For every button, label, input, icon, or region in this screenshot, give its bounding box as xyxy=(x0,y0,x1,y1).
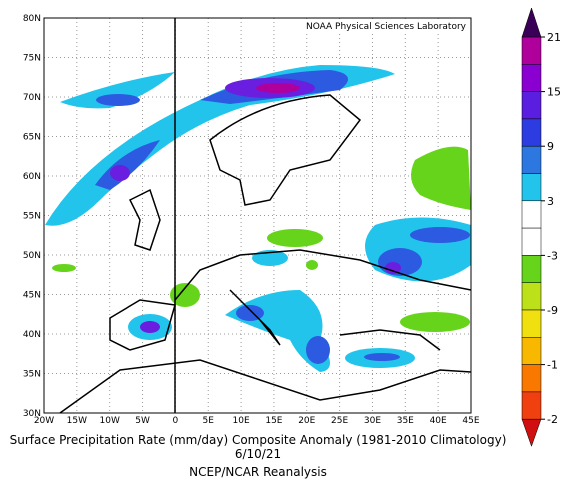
anomaly-field xyxy=(364,353,400,361)
europe-coast xyxy=(174,249,472,301)
north-africa xyxy=(59,359,472,414)
turkey xyxy=(339,329,441,351)
x-tick-label: 10E xyxy=(233,416,250,426)
anomaly-field xyxy=(267,229,323,247)
anomaly-field xyxy=(306,260,318,270)
colorbar-segment xyxy=(521,36,542,65)
x-tick-label: 40E xyxy=(430,416,447,426)
colorbar-arrow xyxy=(521,7,542,38)
colorbar-label: -9 xyxy=(547,304,558,317)
anomaly-field xyxy=(378,248,422,276)
y-tick-label: 55N xyxy=(23,212,41,222)
y-tick-label: 45N xyxy=(23,291,41,301)
anomaly-field xyxy=(365,217,471,282)
x-tick-label: 20W xyxy=(34,416,54,426)
colorbar-label: 15 xyxy=(547,86,561,99)
x-tick-label: 5E xyxy=(203,416,215,426)
britain xyxy=(128,188,161,251)
colorbar-label: -1 xyxy=(547,359,558,372)
title: NOAA Physical Sciences Laboratory xyxy=(306,22,467,32)
iberia xyxy=(109,299,176,351)
y-tick-label: 75N xyxy=(23,54,41,64)
colorbar-label: 3 xyxy=(547,195,554,208)
colorbar-segment xyxy=(521,91,542,120)
colorbar-segment xyxy=(521,309,542,338)
anomaly-field xyxy=(95,140,160,190)
anomaly-field xyxy=(400,312,470,332)
colorbar-label: 21 xyxy=(547,31,561,44)
caption-source: NCEP/NCAR Reanalysis xyxy=(189,465,327,479)
colorbar-segment xyxy=(521,118,542,147)
anomaly-field xyxy=(306,336,330,364)
anomaly-field xyxy=(170,283,200,307)
caption-date: 6/10/21 xyxy=(235,447,281,461)
colorbar-segment xyxy=(521,173,542,202)
x-tick-label: 5W xyxy=(135,416,150,426)
colorbar-label: 9 xyxy=(547,140,554,153)
coastlines xyxy=(59,94,472,414)
colorbar-segment xyxy=(521,391,542,420)
caption: Surface Precipitation Rate (mm/day) Comp… xyxy=(10,433,507,447)
anomaly-field xyxy=(410,227,470,243)
title-bg xyxy=(288,20,468,32)
anomaly-field xyxy=(236,305,264,321)
colorbar-segment xyxy=(521,64,542,92)
y-tick-label: 30N xyxy=(23,409,41,419)
anomaly-field xyxy=(256,83,300,93)
y-tick-label: 70N xyxy=(23,93,41,103)
y-tick-label: 35N xyxy=(23,370,41,380)
colorbar: 21 15 9 3 -3 -9 -1 -2 xyxy=(521,7,561,447)
colorbar-segment xyxy=(521,200,542,229)
y-tick-label: 60N xyxy=(23,172,41,182)
scandinavia xyxy=(209,94,362,206)
italy xyxy=(229,289,281,346)
x-tick-label: 15E xyxy=(265,416,282,426)
x-tick-label: 35E xyxy=(397,416,414,426)
x-tick-label: 25E xyxy=(331,416,348,426)
anomaly-field xyxy=(96,94,140,106)
y-tick-label: 40N xyxy=(23,330,41,340)
colorbar-segment xyxy=(521,364,542,393)
y-tick-label: 80N xyxy=(23,14,41,24)
anomaly-field xyxy=(140,321,160,333)
colorbar-label: -2 xyxy=(547,413,558,426)
y-tick-label: 50N xyxy=(23,251,41,261)
colorbar-segment xyxy=(521,255,542,283)
colorbar-arrow xyxy=(521,418,542,447)
anomaly-fields xyxy=(45,65,471,372)
y-tick-label: 65N xyxy=(23,133,41,143)
x-tick-label: 15W xyxy=(67,416,87,426)
x-tick-label: 0 xyxy=(173,416,179,426)
colorbar-segment xyxy=(521,227,542,256)
x-tick-label: 30E xyxy=(364,416,381,426)
anomaly-field xyxy=(52,264,76,272)
x-tick-label: 45E xyxy=(462,416,479,426)
colorbar-label: -3 xyxy=(547,249,558,262)
anomaly-field xyxy=(411,146,471,210)
x-tick-label: 10W xyxy=(100,416,120,426)
map-frame xyxy=(43,17,472,414)
anomaly-field xyxy=(110,165,130,181)
colorbar-segment xyxy=(521,337,542,365)
x-tick-label: 20E xyxy=(298,416,315,426)
anomaly-field xyxy=(385,262,401,274)
colorbar-segment xyxy=(521,145,542,174)
colorbar-segment xyxy=(521,282,542,311)
anomaly-field xyxy=(60,72,175,109)
